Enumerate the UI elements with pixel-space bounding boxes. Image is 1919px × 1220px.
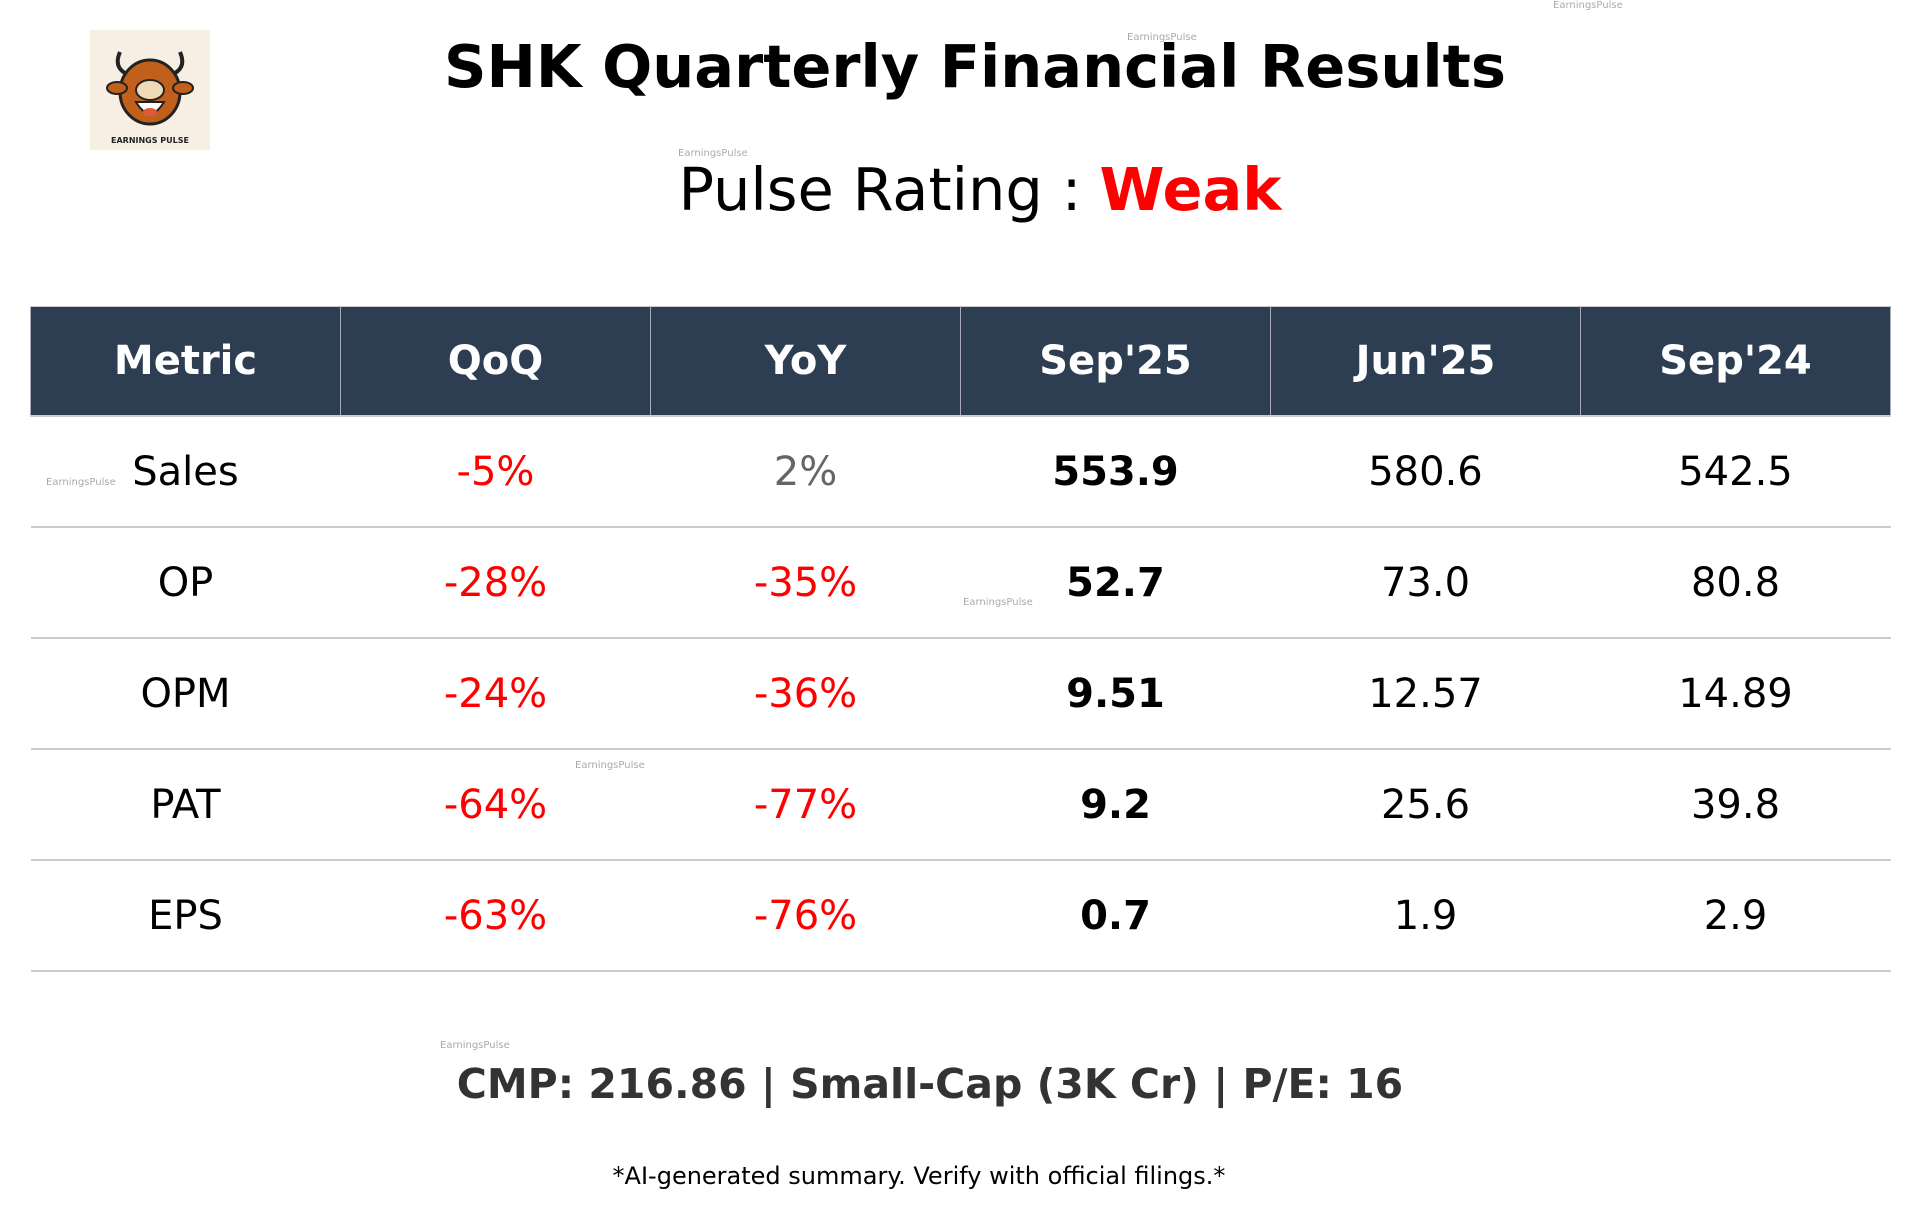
qoq-cell: -28% xyxy=(340,527,651,639)
watermark: EarningsPulse xyxy=(1127,32,1197,43)
sep24-cell: 80.8 xyxy=(1580,527,1891,639)
sep25-cell: 9.51 xyxy=(960,638,1271,750)
rating-value: Weak xyxy=(1099,155,1282,224)
header-yoy: YoY xyxy=(650,306,961,417)
qoq-cell: -64% xyxy=(340,749,651,861)
watermark: EarningsPulse xyxy=(678,148,748,159)
metric-cell: PAT xyxy=(30,749,341,861)
market-summary: CMP: 216.86 | Small-Cap (3K Cr) | P/E: 1… xyxy=(456,1060,1404,1108)
qoq-cell: -24% xyxy=(340,638,651,750)
jun25-cell: 580.6 xyxy=(1270,416,1581,528)
metric-cell: OPM xyxy=(30,638,341,750)
watermark: EarningsPulse xyxy=(1553,0,1623,11)
qoq-cell: -5% xyxy=(340,416,651,528)
yoy-cell: -36% xyxy=(650,638,961,750)
sep25-cell: 0.7 xyxy=(960,860,1271,972)
sep24-cell: 14.89 xyxy=(1580,638,1891,750)
yoy-cell: 2% xyxy=(650,416,961,528)
metric-cell: EPS xyxy=(30,860,341,972)
header-metric: Metric xyxy=(30,306,341,417)
yoy-cell: -77% xyxy=(650,749,961,861)
rating-label: Pulse Rating : xyxy=(678,155,1082,224)
sep24-cell: 542.5 xyxy=(1580,416,1891,528)
yoy-cell: -35% xyxy=(650,527,961,639)
sep25-cell: 9.2 xyxy=(960,749,1271,861)
yoy-cell: -76% xyxy=(650,860,961,972)
sep25-cell: 52.7 xyxy=(960,527,1271,639)
svg-text:EARNINGS PULSE: EARNINGS PULSE xyxy=(111,136,189,145)
header-qoq: QoQ xyxy=(340,306,651,417)
table-row: OPM -24% -36% 9.51 12.57 14.89 xyxy=(30,638,1891,750)
sep24-cell: 39.8 xyxy=(1580,749,1891,861)
watermark: EarningsPulse xyxy=(440,1040,510,1051)
table-row: OP -28% -35% 52.7 73.0 80.8 xyxy=(30,527,1891,639)
jun25-cell: 12.57 xyxy=(1270,638,1581,750)
table-row: PAT -64% -77% 9.2 25.6 39.8 xyxy=(30,749,1891,861)
sep24-cell: 2.9 xyxy=(1580,860,1891,972)
metric-cell: Sales xyxy=(30,416,341,528)
earnings-pulse-logo: EARNINGS PULSE xyxy=(90,30,210,150)
table-row: Sales -5% 2% 553.9 580.6 542.5 xyxy=(30,416,1891,528)
header-sep25: Sep'25 xyxy=(960,306,1271,417)
disclaimer: *AI-generated summary. Verify with offic… xyxy=(612,1162,1226,1190)
jun25-cell: 1.9 xyxy=(1270,860,1581,972)
results-table: Metric QoQ YoY Sep'25 Jun'25 Sep'24 Sale… xyxy=(30,306,1891,972)
qoq-cell: -63% xyxy=(340,860,651,972)
sep25-cell: 553.9 xyxy=(960,416,1271,528)
pulse-rating: Pulse Rating : Weak xyxy=(0,155,1919,224)
metric-cell: OP xyxy=(30,527,341,639)
header-jun25: Jun'25 xyxy=(1270,306,1581,417)
jun25-cell: 73.0 xyxy=(1270,527,1581,639)
table-header-row: Metric QoQ YoY Sep'25 Jun'25 Sep'24 xyxy=(30,306,1891,417)
jun25-cell: 25.6 xyxy=(1270,749,1581,861)
header-sep24: Sep'24 xyxy=(1580,306,1891,417)
bull-logo-icon: EARNINGS PULSE xyxy=(106,51,194,145)
table-row: EPS -63% -76% 0.7 1.9 2.9 xyxy=(30,860,1891,972)
page-title: SHK Quarterly Financial Results xyxy=(444,32,1506,101)
